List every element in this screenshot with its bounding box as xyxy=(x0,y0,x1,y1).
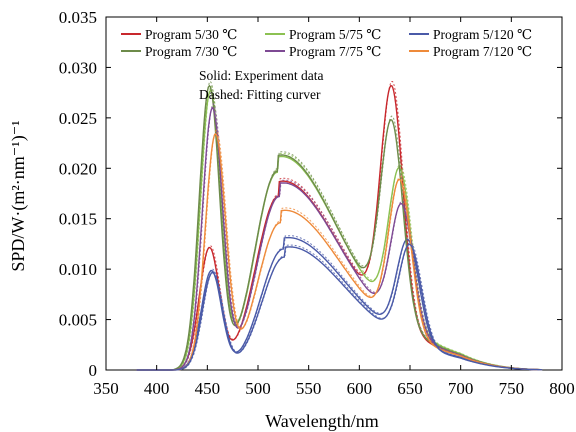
x-tick-label: 750 xyxy=(499,379,525,398)
y-tick-label: 0.025 xyxy=(59,109,97,128)
annotation-solid: Solid: Experiment data xyxy=(199,68,323,83)
y-axis-title: SPD/W·(m²·nm⁻¹)⁻¹ xyxy=(8,120,29,271)
y-tick-label: 0.010 xyxy=(59,260,97,279)
x-tick-label: 350 xyxy=(93,379,119,398)
x-tick-label: 650 xyxy=(397,379,423,398)
legend-label: Program 7/30 ℃ xyxy=(145,44,237,59)
y-tick-label: 0.020 xyxy=(59,159,97,178)
series-group xyxy=(136,80,543,371)
y-tick-label: 0.015 xyxy=(59,210,97,229)
x-tick-label: 500 xyxy=(245,379,271,398)
legend-label: Program 5/75 ℃ xyxy=(289,27,381,42)
x-tick-label: 550 xyxy=(296,379,322,398)
fit-line-5 xyxy=(137,129,543,371)
annotation-dashed: Dashed: Fitting curver xyxy=(199,87,321,102)
y-tick-label: 0.030 xyxy=(59,58,97,77)
legend-label: Program 7/75 ℃ xyxy=(289,44,381,59)
x-axis-title: Wavelength/nm xyxy=(265,411,379,431)
plot-frame xyxy=(105,16,563,371)
plot-area xyxy=(105,16,563,371)
legend-label: Program 5/30 ℃ xyxy=(145,27,237,42)
fit-line-6 xyxy=(137,241,543,371)
fit-line-4 xyxy=(137,103,543,371)
x-tick-label: 600 xyxy=(347,379,373,398)
axes: 350 400 450 500 550 600 650 700 750 800 0 0.005 0.01… xyxy=(59,8,575,398)
y-tick-label: 0.035 xyxy=(59,8,97,27)
legend-label: Program 7/120 ℃ xyxy=(433,44,532,59)
legend: Program 5/30 ℃ Program 5/75 ℃ Program 5/12… xyxy=(121,27,532,59)
y-tick-label: 0 xyxy=(89,361,98,380)
x-tick-label: 700 xyxy=(448,379,474,398)
legend-label: Program 5/120 ℃ xyxy=(433,27,532,42)
x-tick-label: 450 xyxy=(195,379,221,398)
x-tick-label: 800 xyxy=(549,379,575,398)
x-tick-label: 400 xyxy=(144,379,170,398)
y-tick-label: 0.005 xyxy=(59,311,97,330)
